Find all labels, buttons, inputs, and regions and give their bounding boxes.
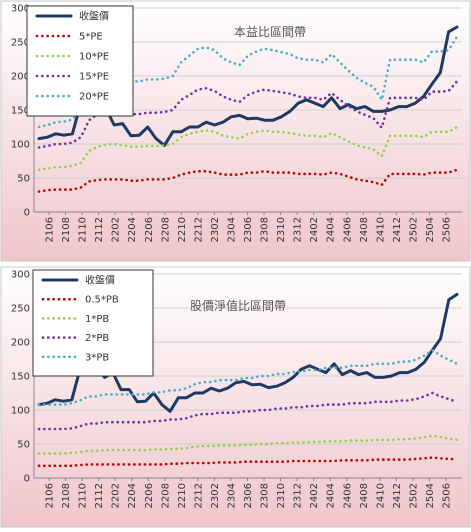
chart-title: 本益比區間帶 xyxy=(234,25,306,39)
x-tick-label: 2304 xyxy=(226,483,237,508)
y-tick-label: 50 xyxy=(17,440,30,451)
x-tick-label: 2506 xyxy=(442,217,453,242)
x-tick-label: 2108 xyxy=(61,217,72,242)
pe-band-chart-svg: 0 50 100 150 200 250 300 2106 2108 2110 2112 2202 22… xyxy=(0,0,471,262)
x-tick-label: 2408 xyxy=(359,483,370,508)
x-tick-label: 2106 xyxy=(45,483,56,508)
legend-label-4: 3*PB xyxy=(85,352,109,363)
x-tick-label: 2302 xyxy=(210,217,221,242)
x-tick-label: 2502 xyxy=(408,483,419,508)
x-tick-label: 2302 xyxy=(210,483,221,508)
y-tick-label: 200 xyxy=(11,72,30,83)
x-tick-label: 2108 xyxy=(61,483,72,508)
x-tick-label: 2208 xyxy=(160,217,171,242)
x-tick-label: 2502 xyxy=(408,217,419,242)
series-line-1 xyxy=(37,456,459,468)
x-tick-label: 2306 xyxy=(243,217,254,242)
y-tick-label: 300 xyxy=(11,4,30,15)
x-tick-label: 2504 xyxy=(425,483,436,508)
x-tick-label: 2310 xyxy=(276,483,287,508)
x-tick-label: 2402 xyxy=(309,483,320,508)
series-line-4 xyxy=(37,348,459,406)
x-tick-label: 2312 xyxy=(293,217,304,242)
x-tick-label: 2406 xyxy=(342,483,353,508)
x-tick-label: 2204 xyxy=(127,483,138,508)
y-tick-label: 300 xyxy=(11,270,30,281)
x-tick-label: 2408 xyxy=(359,217,370,242)
legend-label-4: 20*PE xyxy=(79,92,109,103)
x-tick-label: 2306 xyxy=(243,483,254,508)
y-tick-label: 150 xyxy=(11,106,30,117)
y-tick-label: 250 xyxy=(11,304,30,315)
x-tick-label: 2208 xyxy=(160,483,171,508)
legend-box xyxy=(32,269,154,377)
x-tick-label: 2310 xyxy=(276,217,287,242)
x-tick-label: 2206 xyxy=(144,483,155,508)
y-tick-label: 200 xyxy=(11,338,30,349)
x-tick-label: 2506 xyxy=(442,483,453,508)
pb-band-chart: 0 50 100 150 200 250 300 2106 2108 2110 2112 2202 22… xyxy=(0,266,471,528)
x-tick-label: 2308 xyxy=(260,217,271,242)
legend-label-1: 5*PE xyxy=(79,32,103,43)
legend-label-2: 10*PE xyxy=(79,52,109,63)
x-tick-label: 2204 xyxy=(127,217,138,242)
x-tick-label: 2110 xyxy=(78,217,89,242)
x-tick-label: 2404 xyxy=(326,217,337,242)
y-tick-label: 100 xyxy=(11,406,30,417)
x-tick-label: 2206 xyxy=(144,217,155,242)
legend-label-3: 15*PE xyxy=(79,72,109,83)
x-tick-label: 2308 xyxy=(260,483,271,508)
x-tick-label: 2210 xyxy=(177,483,188,508)
x-tick-label: 2404 xyxy=(326,483,337,508)
y-tick-label: 100 xyxy=(11,140,30,151)
y-tick-label: 50 xyxy=(17,174,30,185)
x-tick-label: 2304 xyxy=(226,217,237,242)
x-tick-label: 2312 xyxy=(293,483,304,508)
x-tick-label: 2112 xyxy=(94,217,105,242)
pb-band-chart-svg: 0 50 100 150 200 250 300 2106 2108 2110 2112 2202 22… xyxy=(0,266,471,528)
x-tick-label: 2402 xyxy=(309,217,320,242)
legend-label-0: 收盤價 xyxy=(79,10,109,23)
y-tick-label: 0 xyxy=(24,208,30,219)
x-tick-label: 2106 xyxy=(45,217,56,242)
series-line-2 xyxy=(37,434,459,455)
series-line-2 xyxy=(37,125,459,172)
x-tick-label: 2412 xyxy=(392,483,403,508)
legend-label-2: 1*PB xyxy=(85,314,109,325)
series-line-3 xyxy=(37,391,459,431)
x-tick-label: 2410 xyxy=(375,217,386,242)
y-tick-label: 150 xyxy=(11,372,30,383)
chart-title: 股價淨值比區間帶 xyxy=(190,298,286,313)
x-tick-label: 2210 xyxy=(177,217,188,242)
legend-label-3: 2*PB xyxy=(85,333,109,344)
x-tick-label: 2212 xyxy=(193,483,204,508)
y-tick-label: 250 xyxy=(11,38,30,49)
x-tick-label: 2110 xyxy=(78,483,89,508)
x-tick-label: 2504 xyxy=(425,217,436,242)
legend-label-1: 0.5*PB xyxy=(85,295,119,306)
pe-band-chart: 0 50 100 150 200 250 300 2106 2108 2110 2112 2202 22… xyxy=(0,0,471,262)
x-tick-label: 2410 xyxy=(375,483,386,508)
x-tick-label: 2412 xyxy=(392,217,403,242)
legend-box xyxy=(26,5,134,117)
y-tick-label: 0 xyxy=(24,474,30,485)
legend-label-0: 收盤價 xyxy=(85,274,115,287)
x-tick-label: 2202 xyxy=(111,217,122,242)
x-tick-label: 2202 xyxy=(111,483,122,508)
x-tick-label: 2212 xyxy=(193,217,204,242)
x-tick-label: 2112 xyxy=(94,483,105,508)
x-tick-label: 2406 xyxy=(342,217,353,242)
